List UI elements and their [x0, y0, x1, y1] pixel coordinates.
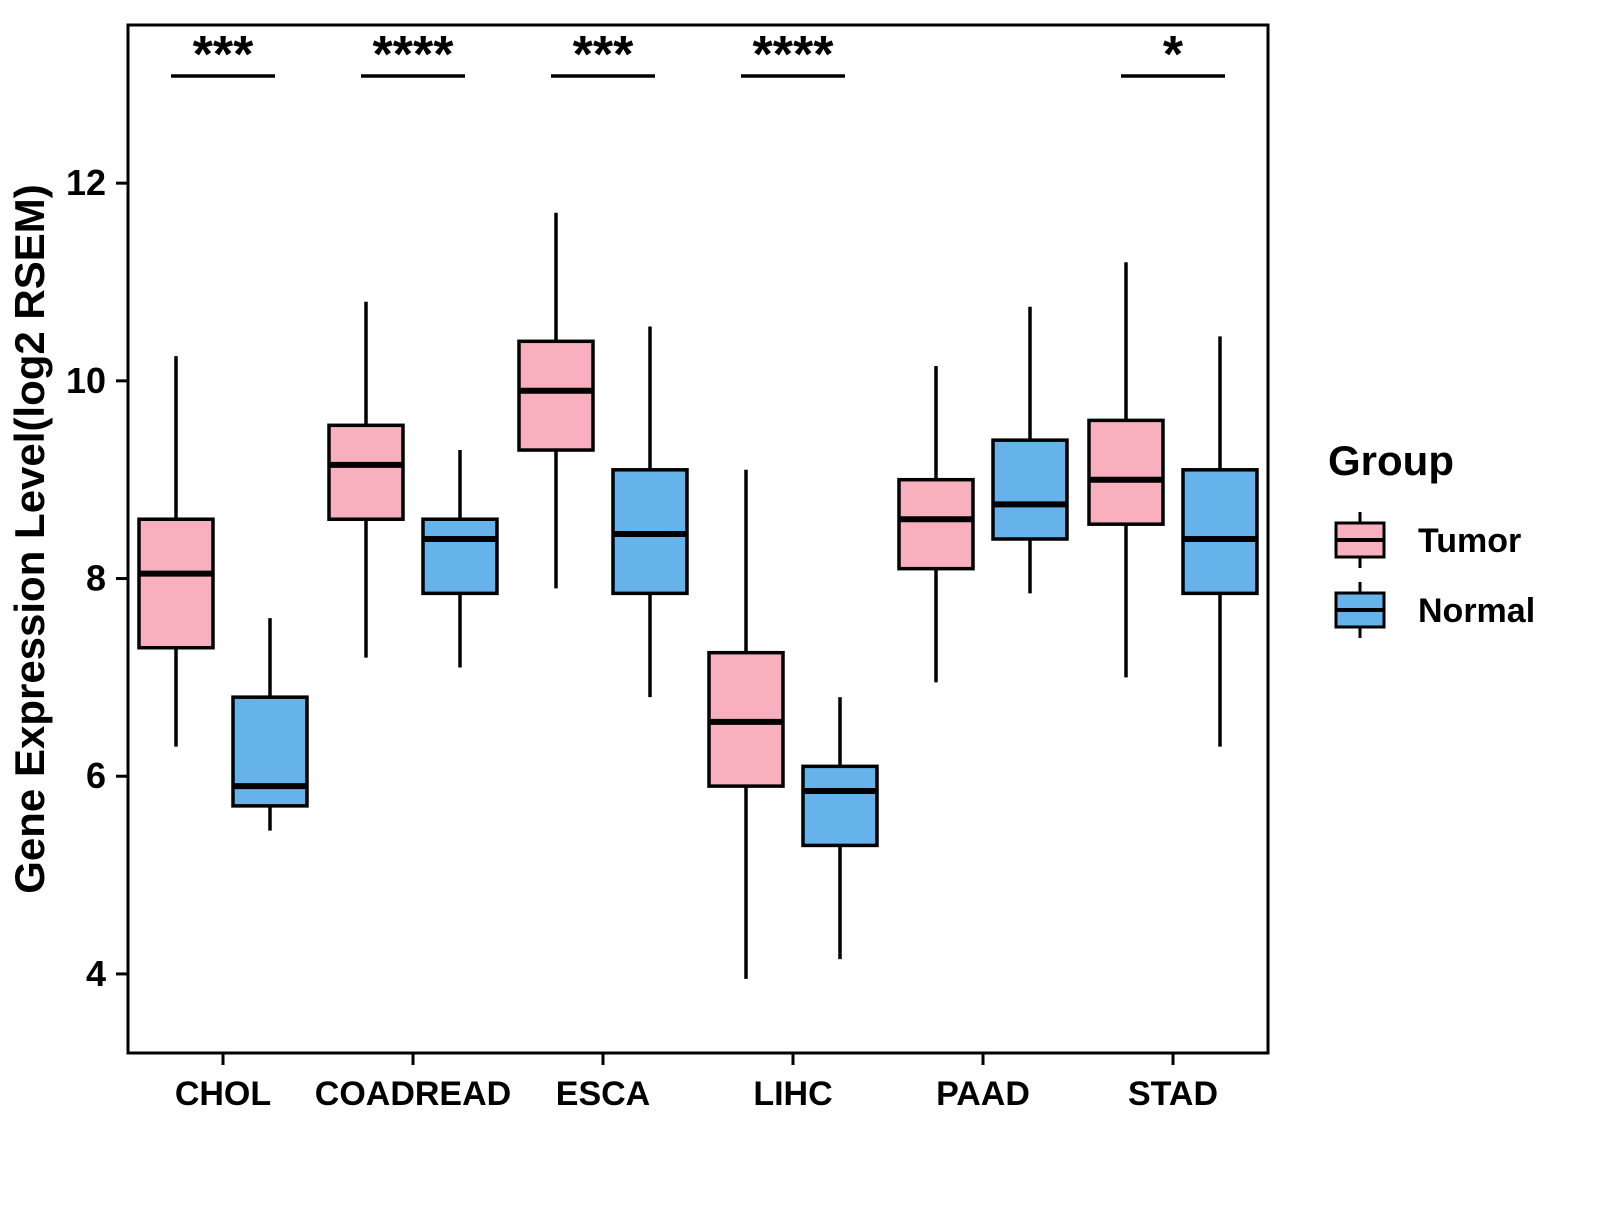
- sig-stars-STAD: *: [1163, 26, 1184, 84]
- x-tick-label-PAAD: PAAD: [936, 1075, 1030, 1113]
- box-Tumor-ESCA: [517, 339, 595, 452]
- y-tick-label: 4: [86, 953, 106, 994]
- sig-stars-COADREAD: ****: [373, 26, 455, 84]
- box-Normal-PAAD: [991, 438, 1069, 541]
- x-tick-label-LIHC: LIHC: [753, 1075, 832, 1113]
- box-Normal-STAD: [1181, 468, 1259, 596]
- legend-label-Normal: Normal: [1418, 592, 1535, 630]
- legend-title: Group: [1328, 437, 1454, 484]
- legend-label-Tumor: Tumor: [1418, 522, 1521, 560]
- box-Tumor-CHOL: [137, 517, 215, 650]
- sig-stars-ESCA: ***: [573, 26, 634, 84]
- y-axis-title: Gene Expression Level(log2 RSEM): [6, 184, 53, 894]
- y-tick-label: 10: [66, 360, 106, 401]
- x-tick-label-CHOL: CHOL: [175, 1075, 271, 1113]
- box-Normal-COADREAD: [421, 517, 499, 596]
- sig-stars-CHOL: ***: [193, 26, 254, 84]
- y-tick-label: 8: [86, 558, 106, 599]
- box-Tumor-COADREAD: [327, 423, 405, 521]
- box-Tumor-STAD: [1087, 418, 1165, 526]
- box-Tumor-PAAD: [897, 477, 975, 571]
- x-tick-label-STAD: STAD: [1128, 1075, 1218, 1113]
- y-tick-label: 6: [86, 755, 106, 796]
- box-Normal-CHOL: [231, 695, 309, 808]
- x-tick-label-COADREAD: COADREAD: [315, 1075, 511, 1113]
- x-tick-label-ESCA: ESCA: [556, 1075, 650, 1113]
- y-tick-label: 12: [66, 162, 106, 203]
- sig-stars-LIHC: ****: [753, 26, 835, 84]
- panel-border: [126, 23, 1270, 1055]
- box-Normal-LIHC: [801, 764, 879, 848]
